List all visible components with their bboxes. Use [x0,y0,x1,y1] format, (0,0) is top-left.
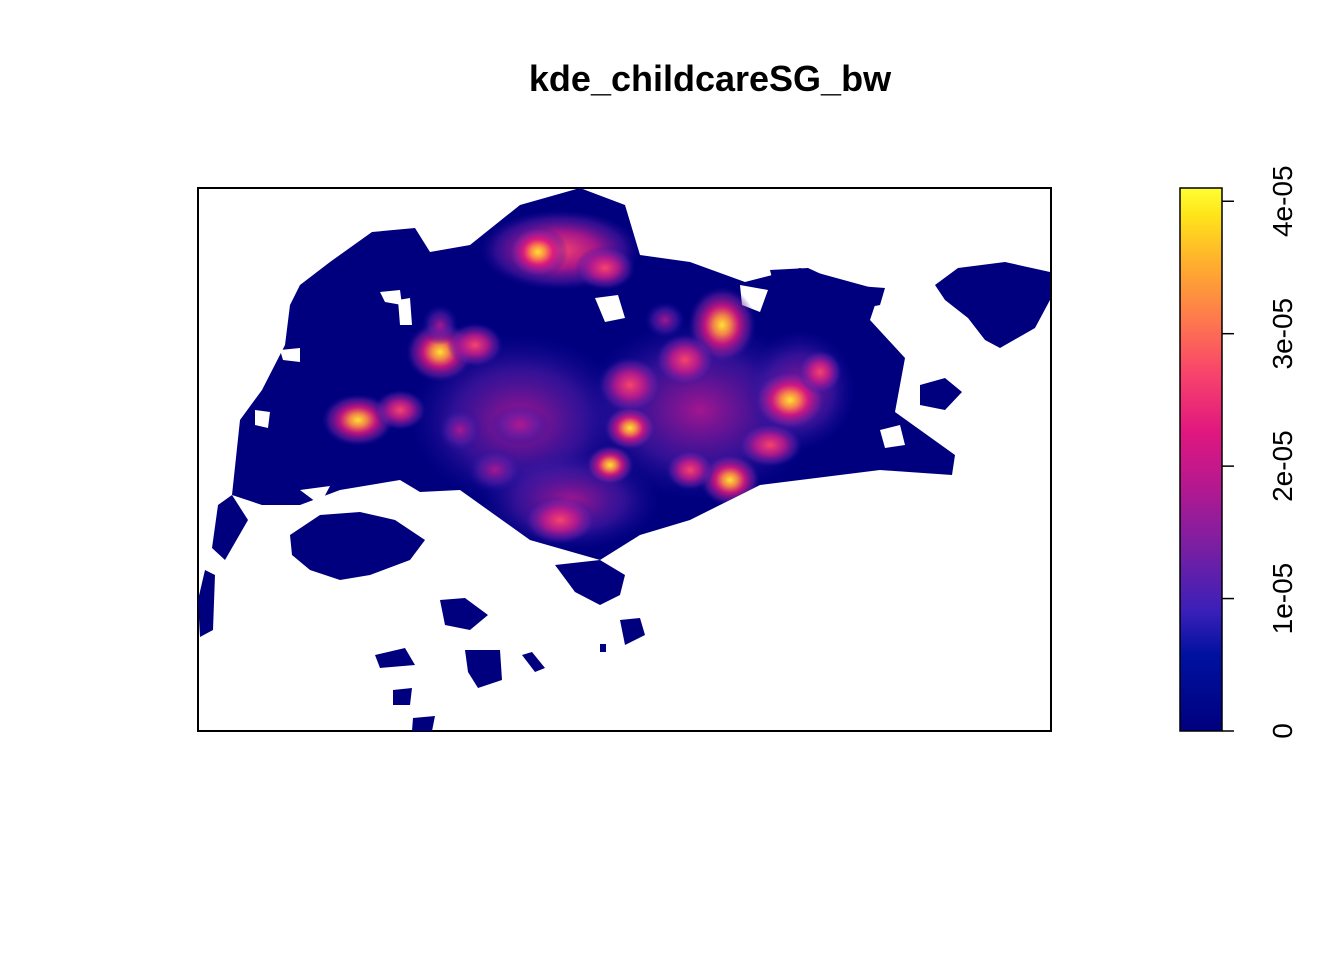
density-hotspots [322,210,855,550]
legend-tick-label: 3e-05 [1267,298,1298,370]
density-blob [490,405,550,445]
water-inlets [255,225,905,545]
density-blob [467,448,523,492]
density-blob [604,406,656,450]
legend-tick-label: 0 [1267,723,1298,739]
density-blob [645,302,685,338]
legend-tick-label: 2e-05 [1267,430,1298,502]
chart-title: kde_childcareSG_bw [528,58,892,99]
hotspot-northwest [508,226,568,278]
density-blob [575,246,635,290]
density-blob [798,350,842,394]
density-blob [655,334,715,386]
density-blob [422,305,458,345]
density-blob [666,450,714,490]
density-blob [598,357,662,413]
density-blob [374,390,426,430]
legend-tick-label: 1e-05 [1267,563,1298,635]
hotspot-south-central [524,496,596,544]
density-blob [738,423,802,467]
density-blob [438,408,482,452]
legend-ticks: 0 1e-05 2e-05 3e-05 4e-05 [1222,165,1298,739]
density-blob [586,445,634,485]
legend: 0 1e-05 2e-05 3e-05 4e-05 [1179,165,1298,739]
legend-colorbar [1179,187,1223,732]
legend-tick-label: 4e-05 [1267,165,1298,237]
density-blob [447,323,503,367]
